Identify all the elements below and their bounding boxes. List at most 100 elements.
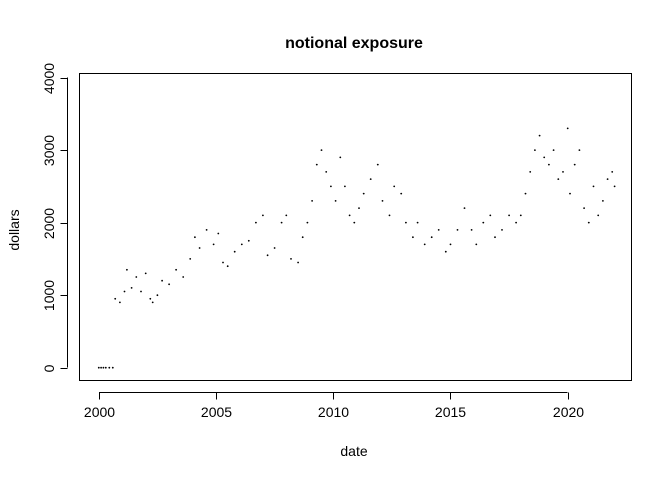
data-point [358,207,360,210]
data-point [489,214,492,217]
x-axis: 2000 2005 2010 2015 2020 [84,392,584,420]
x-tick-label: 2000 [84,404,115,420]
data-point [161,279,164,282]
data-point [198,247,201,249]
data-point [212,243,215,246]
data-point [376,163,379,166]
chart-title: notional exposure [285,35,423,52]
data-point [482,221,485,224]
data-point [393,185,396,188]
data-point [597,214,600,217]
data-point [301,236,304,239]
y-tick-label: 2000 [41,208,57,239]
data-point [437,229,440,231]
data-point [156,294,159,297]
data-point [149,297,152,300]
data-point [194,236,196,239]
data-point [266,254,269,257]
data-point [538,134,541,137]
y-tick-label: 4000 [41,63,57,94]
data-point [182,276,185,278]
data-point [334,200,337,202]
data-point [519,214,522,217]
data-point [311,200,313,202]
data-point [362,192,365,195]
data-point [529,171,532,173]
data-point [189,258,192,260]
data-point [111,366,114,369]
data-point [262,214,264,217]
data-point [369,178,372,181]
data-point [592,185,595,188]
data-point [611,171,614,173]
data-point [578,149,581,152]
data-point [240,243,243,246]
data-point [353,221,356,224]
plot-area-frame [79,73,632,381]
data-point [144,272,147,275]
x-tick-label: 2005 [201,404,232,420]
y-axis: 0 1000 2000 3000 4000 [41,63,68,372]
data-point [222,261,224,264]
x-tick-label: 2010 [318,404,349,420]
data-point [247,239,250,242]
data-point [205,229,208,231]
data-point [508,214,510,217]
data-point [400,192,403,195]
data-point [226,265,229,268]
data-point [233,250,236,253]
data-point [416,221,419,224]
y-tick-label: 0 [41,364,57,372]
data-point [123,290,126,293]
data-point [306,221,309,224]
data-point [217,232,220,235]
data-point [344,185,346,188]
data-point [587,221,590,224]
data-point [175,268,178,271]
data-point [573,163,576,166]
data-point [583,207,585,210]
data-point [569,192,571,195]
data-point [297,261,299,264]
data-point [130,287,133,289]
data-point [534,149,536,152]
data-point [108,366,111,369]
x-tick-label: 2020 [553,404,584,420]
data-point [430,236,433,239]
data-point [102,366,105,369]
data-point [423,243,426,246]
data-point [524,192,527,195]
data-point [97,366,100,369]
data-point [255,221,257,224]
data-point [381,200,384,202]
data-point [552,149,555,152]
data-point [151,301,154,304]
data-point [566,127,569,130]
data-points [97,127,616,369]
data-point [100,366,102,369]
data-point [140,290,142,293]
y-tick-label: 1000 [41,280,57,311]
data-point [463,207,466,210]
data-point [515,221,517,224]
data-point [285,214,288,217]
data-point [494,236,496,239]
data-point [348,214,351,217]
y-axis-title: dollars [6,209,22,250]
data-point [444,250,447,253]
data-point [339,156,342,159]
data-point [325,171,328,173]
data-point [114,297,117,300]
data-point [388,214,391,217]
y-tick-label: 3000 [41,135,57,166]
data-point [320,149,323,152]
data-point [273,247,276,249]
data-point [562,171,564,173]
data-point [449,243,452,246]
data-point [501,229,503,231]
data-point [475,243,478,246]
data-point [126,268,128,271]
data-point [557,178,560,181]
